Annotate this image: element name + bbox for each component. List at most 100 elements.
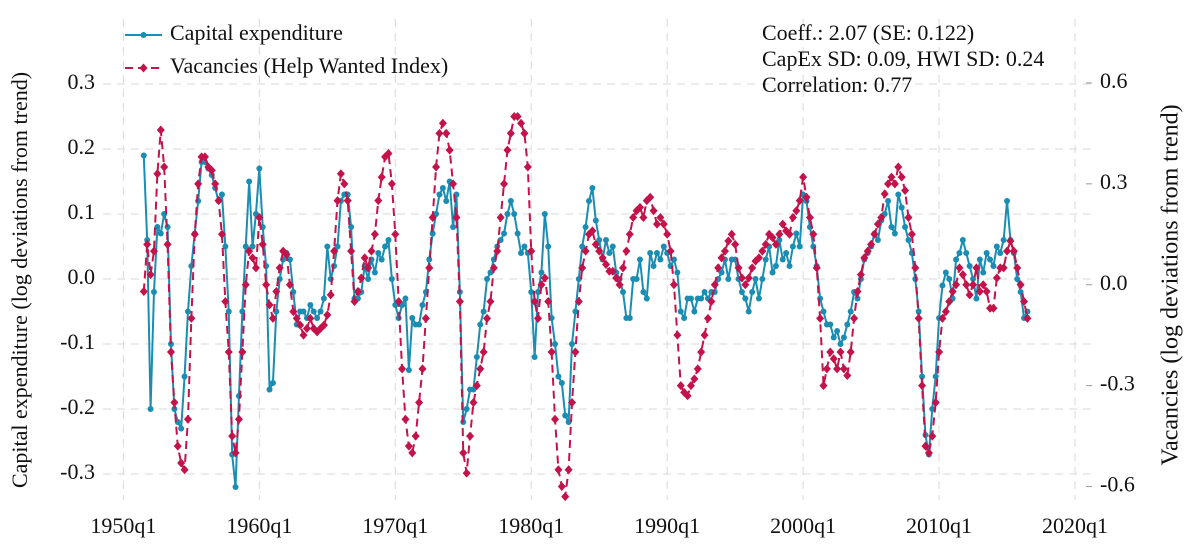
data-point bbox=[324, 243, 331, 250]
y-tick-label: 0.1 bbox=[68, 199, 96, 224]
data-point bbox=[649, 206, 658, 216]
data-point bbox=[870, 229, 879, 239]
data-point bbox=[350, 297, 359, 307]
data-point bbox=[602, 237, 609, 243]
data-point bbox=[846, 347, 855, 357]
data-point bbox=[462, 468, 471, 478]
data-point bbox=[718, 269, 725, 276]
data-point bbox=[795, 196, 804, 206]
data-point bbox=[500, 179, 509, 189]
data-point bbox=[572, 308, 579, 315]
data-point bbox=[402, 295, 409, 302]
data-point bbox=[578, 263, 587, 273]
data-point bbox=[700, 330, 709, 340]
data-point bbox=[843, 371, 852, 381]
data-point bbox=[635, 202, 644, 212]
data-point bbox=[286, 256, 293, 263]
data-point bbox=[416, 321, 423, 328]
data-point bbox=[885, 198, 892, 204]
data-point bbox=[265, 300, 274, 310]
data-point bbox=[884, 179, 893, 189]
x-tick-label: 1970q1 bbox=[362, 513, 428, 538]
data-point bbox=[1009, 246, 1018, 256]
data-point bbox=[364, 263, 373, 273]
data-point bbox=[938, 313, 947, 323]
series-line bbox=[142, 155, 1029, 488]
data-point bbox=[707, 297, 716, 307]
data-point bbox=[720, 246, 729, 256]
data-point bbox=[629, 212, 638, 222]
data-point bbox=[976, 256, 983, 263]
data-point bbox=[987, 256, 994, 263]
data-point bbox=[965, 290, 974, 300]
data-point bbox=[269, 380, 276, 386]
data-point bbox=[997, 250, 1004, 256]
data-point bbox=[326, 290, 335, 300]
data-point bbox=[691, 308, 698, 315]
data-point bbox=[725, 276, 732, 282]
data-point bbox=[697, 347, 706, 357]
data-point bbox=[296, 320, 305, 330]
data-point bbox=[382, 243, 389, 250]
data-point bbox=[625, 229, 634, 239]
data-point bbox=[170, 397, 179, 407]
data-point bbox=[568, 397, 577, 407]
data-point bbox=[837, 341, 844, 347]
data-point bbox=[759, 276, 766, 282]
data-point bbox=[785, 229, 794, 239]
data-point bbox=[942, 269, 949, 276]
data-point bbox=[183, 414, 192, 424]
y2-tick-label: 0.3 bbox=[1100, 169, 1128, 194]
data-point bbox=[969, 280, 978, 290]
data-point bbox=[792, 206, 801, 216]
data-point bbox=[958, 270, 967, 280]
data-point bbox=[367, 246, 376, 256]
data-point bbox=[829, 354, 838, 364]
data-point bbox=[340, 179, 349, 189]
data-point bbox=[749, 289, 756, 295]
data-point bbox=[734, 263, 743, 273]
data-point bbox=[310, 308, 317, 315]
data-point bbox=[503, 145, 512, 155]
data-point bbox=[918, 381, 927, 391]
data-point bbox=[534, 313, 543, 323]
data-point bbox=[330, 246, 339, 256]
data-point bbox=[232, 484, 239, 490]
data-point bbox=[880, 189, 889, 199]
data-point bbox=[660, 243, 667, 250]
data-point bbox=[710, 280, 719, 290]
data-point bbox=[826, 347, 835, 357]
data-point bbox=[166, 347, 175, 357]
data-point bbox=[476, 364, 485, 374]
data-point bbox=[262, 280, 271, 290]
data-point bbox=[231, 448, 240, 458]
data-point bbox=[717, 253, 726, 263]
data-point bbox=[902, 224, 909, 230]
data-point bbox=[982, 286, 991, 296]
annotation: CapEx SD: 0.09, HWI SD: 0.24 bbox=[762, 46, 1044, 71]
data-point bbox=[820, 308, 827, 315]
data-point bbox=[946, 276, 953, 282]
data-point bbox=[544, 297, 553, 307]
data-point bbox=[588, 226, 597, 236]
data-point bbox=[636, 256, 643, 263]
data-point bbox=[656, 212, 665, 222]
data-point bbox=[980, 269, 987, 276]
data-point bbox=[1000, 237, 1007, 243]
data-point bbox=[554, 465, 563, 475]
data-point bbox=[983, 250, 990, 256]
data-point bbox=[348, 224, 355, 230]
legend-marker bbox=[139, 63, 148, 73]
data-point bbox=[409, 315, 416, 321]
data-point bbox=[586, 198, 593, 204]
data-point bbox=[486, 297, 495, 307]
data-point bbox=[589, 185, 596, 191]
data-point bbox=[975, 286, 984, 296]
data-point bbox=[647, 250, 654, 256]
data-point bbox=[391, 229, 400, 239]
data-point bbox=[606, 250, 613, 256]
data-point bbox=[924, 448, 933, 458]
data-point bbox=[805, 212, 814, 222]
legend-marker bbox=[140, 32, 147, 38]
data-point bbox=[378, 256, 385, 263]
